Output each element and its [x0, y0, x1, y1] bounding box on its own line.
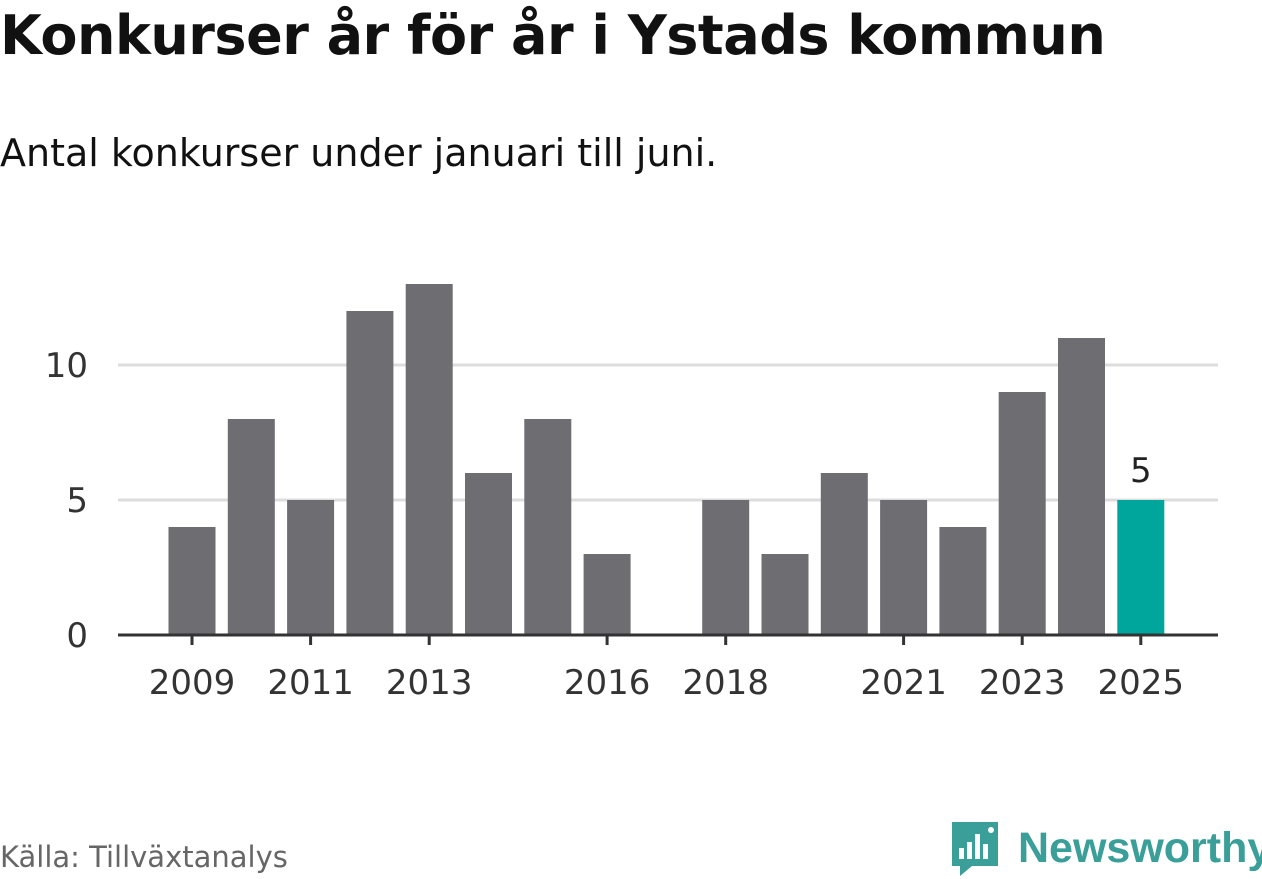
y-tick-label: 5	[66, 481, 88, 521]
bar-2025	[1117, 500, 1165, 635]
brand-name: Newsworthy	[1018, 823, 1262, 872]
x-tick-label: 2011	[267, 663, 354, 703]
x-tick-label: 2025	[1098, 663, 1185, 703]
x-tick-label: 2009	[149, 663, 236, 703]
bar-2024	[1058, 338, 1105, 635]
bar-2021	[880, 500, 928, 635]
chart-title: Konkurser år för år i Ystads kommun	[0, 4, 1106, 67]
y-tick-label: 10	[45, 346, 88, 386]
x-tick-label: 2016	[564, 663, 651, 703]
bar-2020	[820, 473, 868, 635]
bar-2014	[465, 473, 512, 635]
bar-2015	[524, 419, 572, 635]
bar-2023	[998, 392, 1046, 635]
bar-2022	[939, 527, 987, 635]
bar-2012	[346, 311, 394, 635]
bar-2010	[227, 419, 275, 635]
source-note: Källa: Tillväxtanalys	[0, 840, 288, 874]
x-tick-label: 2023	[979, 663, 1066, 703]
data-label: 5	[1130, 451, 1152, 491]
bar-2019	[761, 554, 809, 635]
newsworthy-logo-icon	[952, 822, 998, 876]
bar-2009	[168, 527, 216, 635]
bar-2018	[702, 500, 750, 635]
chart-subtitle: Antal konkurser under januari till juni.	[0, 131, 718, 175]
brand-logo[interactable]: Newsworthy	[950, 818, 1262, 878]
x-tick-label: 2021	[860, 663, 947, 703]
y-tick-label: 0	[66, 616, 88, 656]
x-tick-label: 2013	[386, 663, 473, 703]
bar-2013	[405, 284, 453, 635]
bar-2011	[287, 500, 335, 635]
bar-2016	[583, 554, 631, 635]
x-tick-label: 2018	[682, 663, 769, 703]
